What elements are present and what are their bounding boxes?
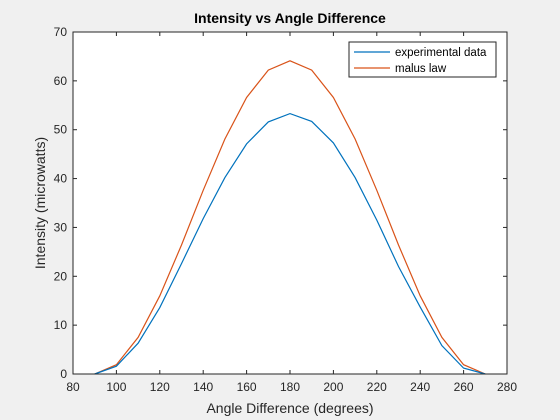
x-tick-label: 260 xyxy=(454,380,474,394)
y-tick-label: 40 xyxy=(54,172,68,186)
x-tick-label: 160 xyxy=(237,380,257,394)
legend: experimental data malus law xyxy=(348,41,497,78)
x-axis-label: Angle Difference (degrees) xyxy=(206,400,373,416)
x-tick-label: 280 xyxy=(497,380,517,394)
x-tick-label: 80 xyxy=(66,380,80,394)
legend-label-experimental: experimental data xyxy=(395,47,487,59)
legend-box xyxy=(348,41,497,78)
y-tick-label: 20 xyxy=(54,269,68,283)
x-tick-label: 140 xyxy=(193,380,213,394)
x-tick-label: 100 xyxy=(106,380,126,394)
y-tick-label: 60 xyxy=(54,74,68,88)
x-tick-label: 120 xyxy=(150,380,170,394)
chart-title: Intensity vs Angle Difference xyxy=(194,10,386,26)
series-line-experimental xyxy=(94,112,486,375)
legend-label-malus: malus law xyxy=(395,63,447,75)
x-tick-label: 220 xyxy=(367,380,387,394)
y-tick-label: 70 xyxy=(54,25,68,39)
y-tick-label: 10 xyxy=(54,318,68,332)
x-tick-label: 240 xyxy=(410,380,430,394)
series-line-malus xyxy=(94,60,486,375)
plot-area xyxy=(73,32,507,374)
x-tick-label: 180 xyxy=(280,380,300,394)
y-tick-label: 50 xyxy=(54,123,68,137)
y-tick-label: 30 xyxy=(54,220,68,234)
y-axis-label: Intensity (microwatts) xyxy=(32,137,48,269)
x-tick-label: 200 xyxy=(323,380,343,394)
y-tick-label: 0 xyxy=(60,367,67,381)
